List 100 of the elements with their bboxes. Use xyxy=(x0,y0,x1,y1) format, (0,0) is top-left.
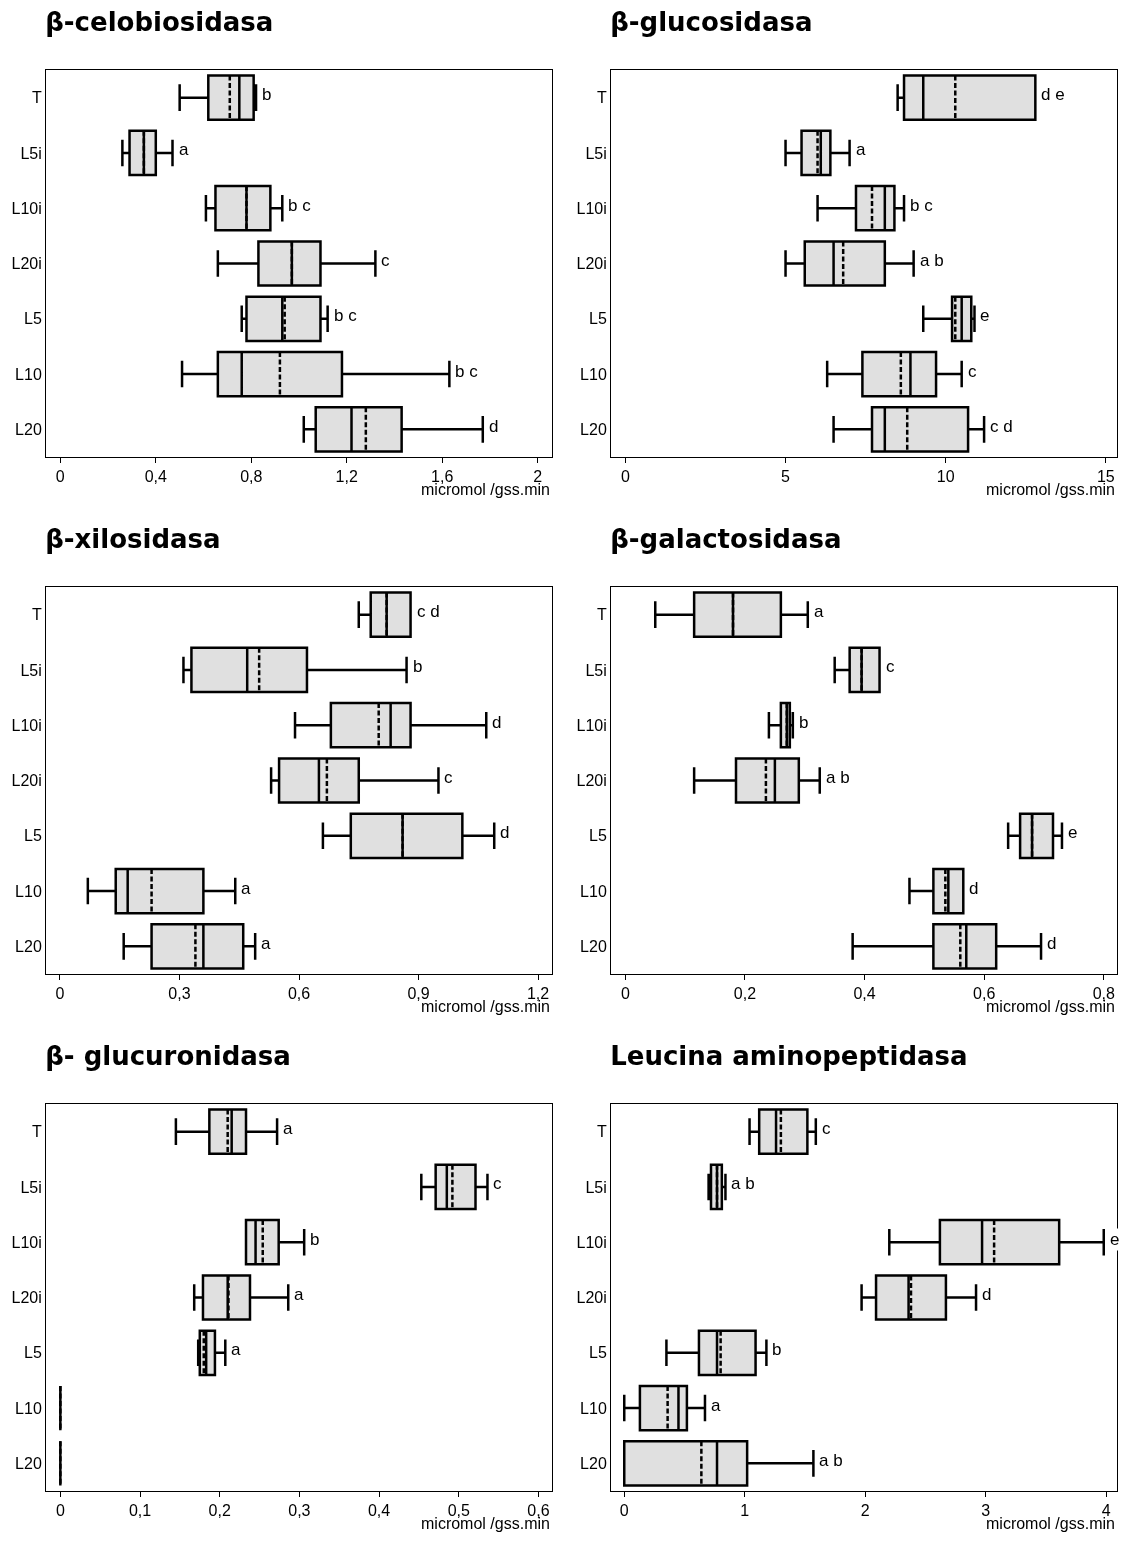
x-tick-label: 0 xyxy=(55,468,65,486)
x-tick-label: 0,1 xyxy=(128,1502,152,1520)
x-tick-label: 0 xyxy=(620,468,630,486)
y-tick-label: L5 xyxy=(24,310,42,328)
y-tick-label: L20 xyxy=(15,420,42,438)
annotation: b xyxy=(799,713,809,732)
annotation: c d xyxy=(417,602,440,621)
x-tick-label: 0,6 xyxy=(973,985,996,1003)
y-tick-label: L20 xyxy=(580,1454,607,1472)
annotation: d e xyxy=(1041,85,1065,104)
annotation: a xyxy=(294,1285,304,1304)
y-tick-label: L10 xyxy=(580,1399,607,1417)
x-tick-label: 0,4 xyxy=(144,468,168,486)
annotation: b xyxy=(262,85,272,104)
x-tick-label: 0,9 xyxy=(407,985,430,1003)
y-tick-label: L20i xyxy=(11,1289,42,1307)
y-tick-label: T xyxy=(32,1123,43,1141)
y-tick-label: L10i xyxy=(576,199,607,217)
y-tick-label: L10 xyxy=(15,1399,42,1417)
annotation: e xyxy=(1068,823,1078,842)
x-tick-label: 5 xyxy=(781,468,791,486)
annotation: d xyxy=(982,1285,992,1304)
x-tick-label: 0,3 xyxy=(288,1502,311,1520)
x-tick-label: 0,4 xyxy=(853,985,876,1003)
annotation: a xyxy=(241,879,251,898)
x-tick-label: 1,2 xyxy=(526,985,550,1003)
x-tick-label: 1,6 xyxy=(431,468,454,486)
y-tick-label: L5i xyxy=(20,1178,42,1196)
y-tick-label: L5 xyxy=(589,310,607,328)
x-tick-label: 0,8 xyxy=(240,468,263,486)
annotation: b c xyxy=(455,362,479,381)
annotation: c xyxy=(444,768,453,787)
y-tick-label: L20 xyxy=(15,1454,42,1472)
annotation: b c xyxy=(288,196,312,215)
y-tick-label: L5 xyxy=(589,827,607,845)
annotation: a xyxy=(856,140,866,159)
y-tick-label: L20i xyxy=(576,255,607,273)
annotation: c xyxy=(968,362,977,381)
x-tick-label: 0 xyxy=(55,1502,65,1520)
y-tick-label: L5i xyxy=(585,144,607,162)
y-tick-label: L10 xyxy=(580,365,607,383)
annotation: d xyxy=(500,823,510,842)
y-tick-label: L10i xyxy=(11,199,42,217)
annotation: c xyxy=(886,657,895,676)
x-tick-label: 0,8 xyxy=(1092,985,1116,1003)
y-tick-label: L5i xyxy=(20,661,42,679)
y-tick-label: L10 xyxy=(15,882,42,900)
y-tick-label: L10i xyxy=(11,1233,42,1251)
annotation: a xyxy=(231,1340,241,1359)
x-tick-label: 0,6 xyxy=(527,1502,550,1520)
annotation: a xyxy=(711,1396,721,1415)
annotation: c xyxy=(493,1174,502,1193)
annotation: e xyxy=(1110,1230,1120,1249)
annotation: c xyxy=(381,251,390,270)
y-tick-label: L5i xyxy=(585,661,607,679)
annotation: d xyxy=(492,713,502,732)
chart-title: β-glucosidasa xyxy=(610,7,813,38)
x-tick-label: 2 xyxy=(860,1502,870,1520)
y-tick-label: L5i xyxy=(20,144,42,162)
x-tick-label: 0 xyxy=(620,985,630,1003)
annotation: a b xyxy=(826,768,850,787)
x-tick-label: 0,2 xyxy=(208,1502,231,1520)
x-tick-label: 0 xyxy=(619,1502,629,1520)
x-tick-label: 0,6 xyxy=(287,985,311,1003)
y-tick-label: L5 xyxy=(589,1344,607,1362)
chart-title: Leucina aminopeptidasa xyxy=(610,1041,968,1072)
chart-title: β-xilosidasa xyxy=(45,524,221,555)
y-tick-label: T xyxy=(32,89,43,107)
x-tick-label: 0 xyxy=(55,985,65,1003)
annotation: a xyxy=(261,934,271,953)
chart-title: β- glucuronidasa xyxy=(45,1041,291,1072)
annotation: a b xyxy=(819,1451,843,1470)
x-tick-label: 0,4 xyxy=(367,1502,391,1520)
y-tick-label: L20i xyxy=(11,772,42,790)
y-tick-label: L5i xyxy=(585,1178,607,1196)
y-tick-label: L20 xyxy=(15,937,42,955)
annotation: a xyxy=(814,602,824,621)
annotation: d xyxy=(969,879,979,898)
y-tick-label: L5 xyxy=(24,827,42,845)
y-tick-label: L20 xyxy=(580,937,607,955)
y-tick-label: L10 xyxy=(15,365,42,383)
annotation: d xyxy=(1047,934,1057,953)
y-tick-label: L10i xyxy=(576,716,607,734)
annotation: b c xyxy=(334,306,358,325)
annotation: a b xyxy=(731,1174,755,1193)
x-tick-label: 1,2 xyxy=(335,468,358,486)
x-tick-label: 1 xyxy=(740,1502,750,1520)
annotation: c xyxy=(822,1119,831,1138)
y-tick-label: T xyxy=(597,1123,608,1141)
x-tick-label: 0,5 xyxy=(447,1502,470,1520)
x-tick-label: 0,2 xyxy=(733,985,757,1003)
annotation: b xyxy=(772,1340,782,1359)
chart-title: β-celobiosidasa xyxy=(45,7,274,38)
y-tick-label: L20 xyxy=(580,420,607,438)
x-tick-label: 0,3 xyxy=(168,985,191,1003)
y-tick-label: L20i xyxy=(576,1289,607,1307)
y-tick-label: T xyxy=(597,606,608,624)
y-tick-label: T xyxy=(32,606,43,624)
annotation: b xyxy=(310,1230,320,1249)
chart-title: β-galactosidasa xyxy=(610,524,842,555)
